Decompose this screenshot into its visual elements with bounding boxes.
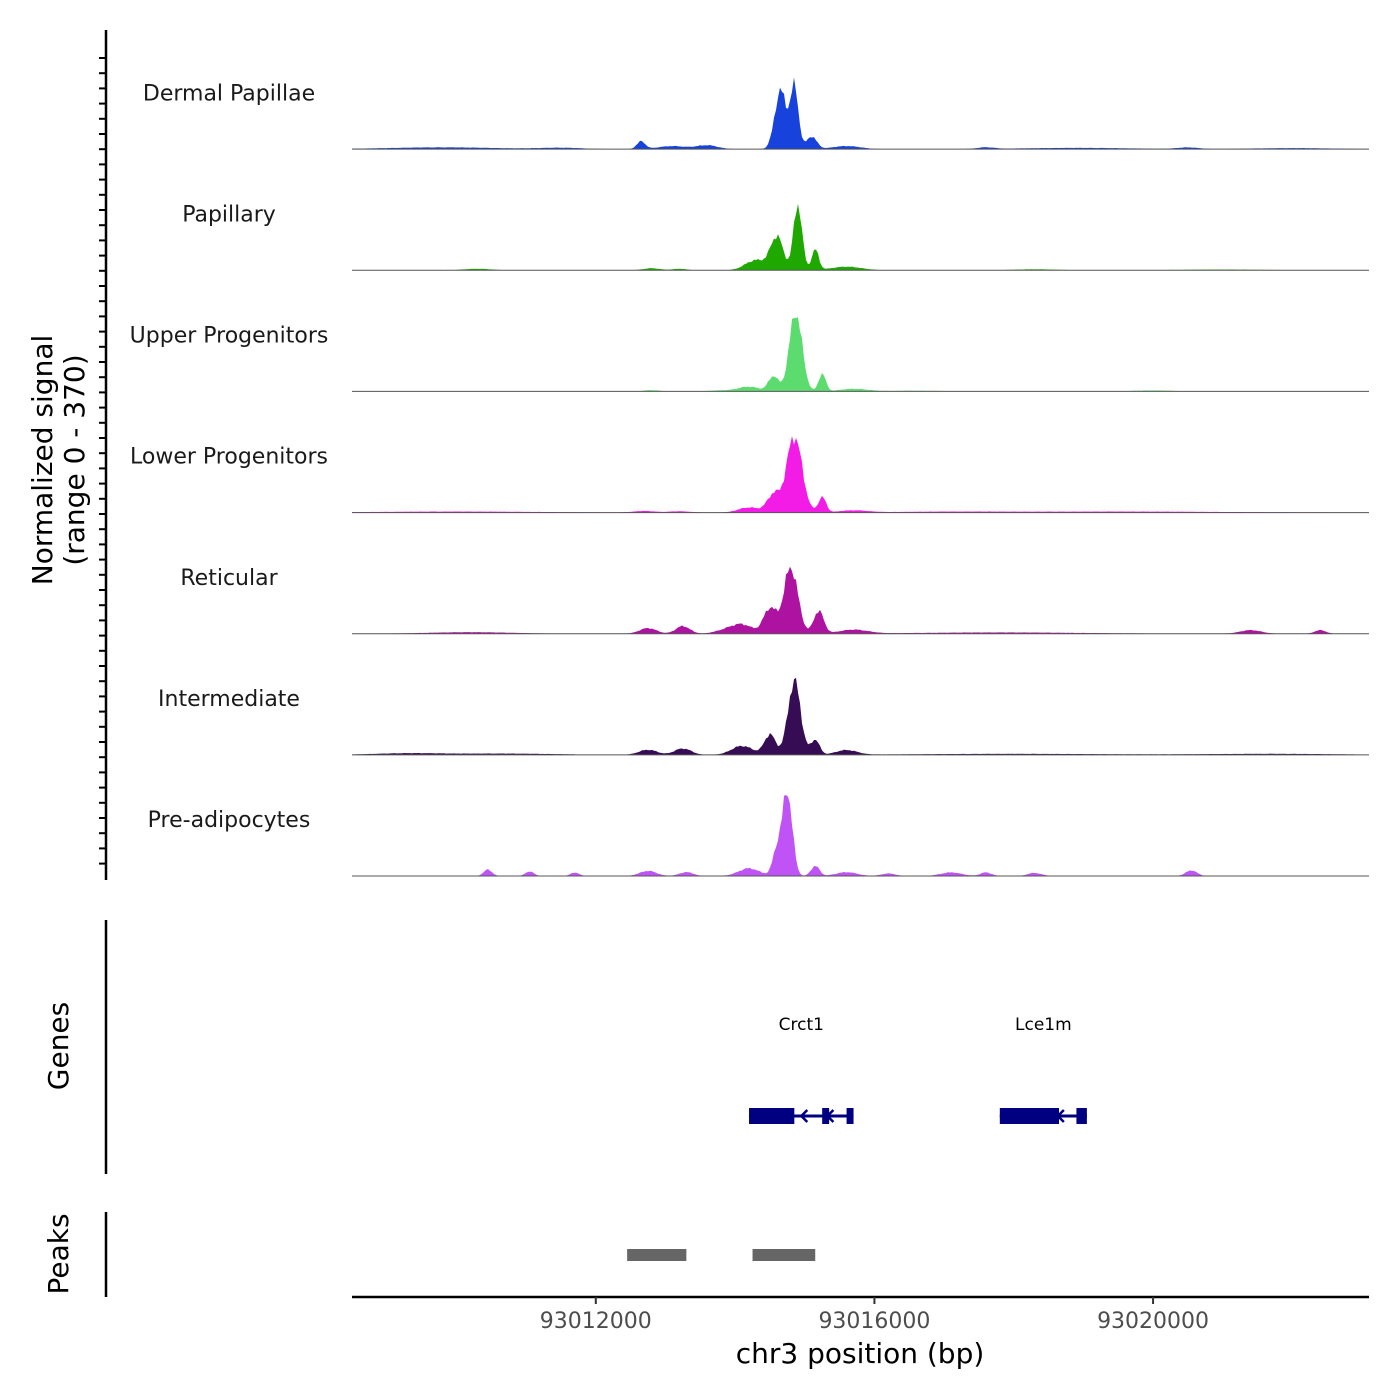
axes: 93012000 93016000 93020000 bbox=[99, 30, 1369, 1334]
y-axis-title-line2: (range 0 - 370) bbox=[58, 354, 91, 565]
strand-arrow bbox=[799, 1109, 809, 1123]
track-label: Intermediate bbox=[158, 687, 300, 712]
track-papillary: Papillary bbox=[182, 202, 1369, 271]
track-label: Reticular bbox=[180, 566, 278, 591]
gene-exon bbox=[749, 1108, 795, 1124]
gene-exon bbox=[846, 1108, 854, 1124]
y-axis-title-line1: Normalized signal bbox=[26, 335, 59, 586]
strand-arrow bbox=[1027, 1109, 1036, 1123]
track-label: Papillary bbox=[182, 202, 276, 227]
coverage-area bbox=[352, 317, 1369, 392]
track-intermediate: Intermediate bbox=[158, 677, 1369, 756]
x-tick-label: 93020000 bbox=[1097, 1309, 1209, 1334]
coverage-area bbox=[352, 203, 1369, 271]
strand-arrow bbox=[1056, 1109, 1065, 1123]
track-label: Pre-adipocytes bbox=[148, 808, 311, 833]
x-axis-title: chr3 position (bp) bbox=[736, 1337, 985, 1370]
coverage-area bbox=[352, 436, 1369, 513]
gene-label: Lce1m bbox=[1015, 1015, 1072, 1035]
track-upper-progenitors: Upper Progenitors bbox=[130, 317, 1369, 392]
strand-arrow bbox=[773, 1109, 783, 1123]
track-label: Upper Progenitors bbox=[130, 324, 329, 349]
peaks-track-title: Peaks bbox=[42, 1213, 75, 1294]
x-tick-label: 93012000 bbox=[540, 1309, 652, 1334]
coverage-area bbox=[352, 677, 1369, 755]
gene-label: Crct1 bbox=[779, 1015, 824, 1035]
genes-track-title: Genes bbox=[42, 1002, 75, 1090]
x-tick-label: 93016000 bbox=[818, 1309, 930, 1334]
peak-region bbox=[752, 1249, 816, 1261]
strand-arrow bbox=[825, 1109, 835, 1123]
coverage-tracks: Dermal Papillae Papillary Upper Progenitor… bbox=[130, 77, 1369, 877]
track-reticular: Reticular bbox=[180, 566, 1369, 635]
gene-crct1: Crct1 bbox=[749, 1015, 854, 1124]
track-pre-adipocytes: Pre-adipocytes bbox=[148, 795, 1369, 877]
track-dermal-papillae: Dermal Papillae bbox=[143, 77, 1369, 150]
gene-exon bbox=[1076, 1108, 1087, 1124]
track-lower-progenitors: Lower Progenitors bbox=[130, 436, 1369, 514]
track-label: Lower Progenitors bbox=[130, 445, 328, 470]
gene-track: Crct1 Lce1m bbox=[749, 1015, 1087, 1124]
peak-region bbox=[627, 1249, 687, 1261]
coverage-area bbox=[352, 566, 1369, 634]
coverage-area bbox=[352, 795, 1369, 876]
gene-lce1m: Lce1m bbox=[999, 1015, 1087, 1124]
coverage-area bbox=[352, 77, 1369, 150]
peak-track bbox=[627, 1249, 816, 1261]
track-label: Dermal Papillae bbox=[143, 81, 315, 106]
